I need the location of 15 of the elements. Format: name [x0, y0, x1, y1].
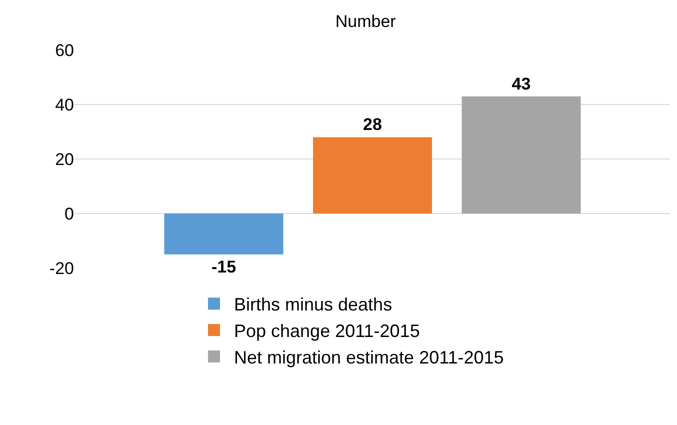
bar [164, 214, 284, 254]
data-label: 43 [512, 74, 531, 94]
bar [313, 137, 432, 214]
y-tick-label: 0 [64, 204, 74, 224]
y-tick-label: -20 [49, 258, 74, 278]
y-tick-label: 20 [55, 150, 74, 169]
legend-label: Births minus deaths [234, 294, 392, 315]
y-tick-label: 60 [55, 40, 74, 60]
data-label: 28 [363, 115, 382, 134]
legend-label: Pop change 2011-2015 [234, 321, 420, 342]
chart-title: Number [335, 12, 396, 31]
bar [462, 96, 581, 214]
data-label: -15 [211, 257, 236, 276]
y-tick-label: 40 [55, 95, 74, 114]
legend-label: Net migration estimate 2011-2015 [234, 347, 504, 368]
